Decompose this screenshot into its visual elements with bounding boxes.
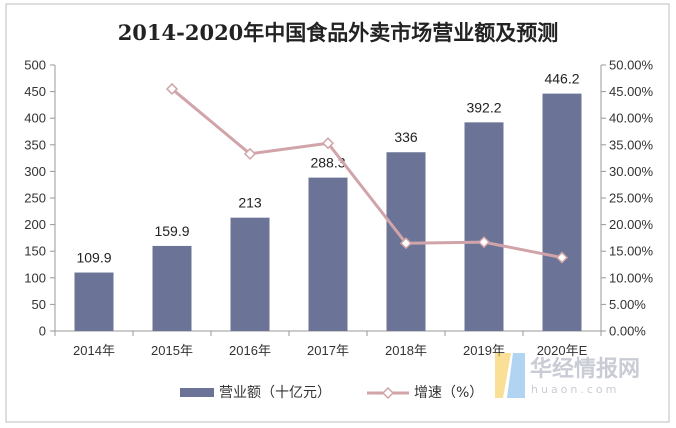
x-tick-label: 2014年 [73,343,115,358]
y-left-tick-label: 150 [24,244,46,259]
y-left-tick-label: 450 [24,84,46,99]
x-tick-label: 2017年 [307,343,349,358]
x-tick-label: 2016年 [229,343,271,358]
bar-data-label: 213 [238,195,262,211]
bar-data-label: 159.9 [154,223,189,239]
x-tick-label: 2015年 [151,343,193,358]
watermark-logo: 华经情报网 huaon.com [495,353,640,398]
bar-data-label: 109.9 [76,250,111,266]
y-right-tick-label: 0.00% [609,324,646,339]
y-left-tick-label: 50 [32,297,46,312]
x-tick-label: 2018年 [385,343,427,358]
x-axis-ticks: 2014年 2015年 2016年 2017年 2018年 2019年 2020年E [54,331,602,358]
legend: 营业额（十亿元） 增速（%） [180,385,483,401]
y-left-tick-label: 0 [39,324,46,339]
y-right-tick-label: 30.00% [609,164,654,179]
watermark-name: 华经情报网 [530,356,640,382]
growth-point [399,237,413,250]
legend-swatch-revenue [180,388,214,397]
watermark-logo-icon [495,353,511,398]
y-right-tick-label: 40.00% [609,111,654,126]
bar [308,177,348,331]
chart-title: 2014-2020年中国食品外卖市场营业额及预测 [118,20,559,45]
y-left-tick-label: 100 [24,270,46,285]
bar-data-label: 336 [394,129,418,145]
y-right-tick-label: 35.00% [609,137,654,152]
growth-line [171,87,563,260]
bar-data-label: 392.2 [466,99,501,115]
growth-point [477,236,491,249]
bar-series [74,93,582,331]
y-right-tick-label: 20.00% [609,217,654,232]
growth-point [555,251,569,264]
y-left-tick-label: 500 [24,58,46,73]
legend-marker-growth [381,386,395,400]
bar [230,217,270,331]
y-right-tick-label: 15.00% [609,244,654,259]
y-right-tick-label: 45.00% [609,84,654,99]
x-tick-label: 2020年E [537,343,588,358]
y-right-tick-label: 10.00% [609,270,654,285]
bar [464,122,504,331]
y-left-tick-label: 250 [24,191,46,206]
legend-label-revenue: 营业额（十亿元） [219,385,331,401]
growth-point [165,82,179,96]
bar [152,245,192,331]
y-left-tick-label: 400 [24,111,46,126]
y-left-tick-label: 300 [24,164,46,179]
y-right-tick-label: 25.00% [609,191,654,206]
growth-point [243,147,257,160]
y-right-tick-label: 50.00% [609,58,654,73]
x-tick-label: 2019年 [463,343,505,358]
legend-label-growth: 增速（%） [414,385,483,401]
bar [542,93,582,331]
growth-line-series [165,82,569,264]
y-right-tick-label: 5.00% [609,297,646,312]
watermark-logo-icon-part [507,353,525,398]
bar-data-labels: 109.9 159.9 213 288.3 336 392.2 446.2 [76,71,579,266]
bar-data-label: 446.2 [544,71,579,87]
bar [74,272,114,331]
y-left-tick-label: 350 [24,137,46,152]
watermark-domain: huaon.com [531,383,619,396]
growth-point [321,137,335,150]
axes: 0 50 100 150 200 250 300 350 400 450 500 0.00% 5.00%… [24,58,653,339]
bar-data-label: 288.3 [310,155,345,171]
y-left-tick-label: 200 [24,217,46,232]
